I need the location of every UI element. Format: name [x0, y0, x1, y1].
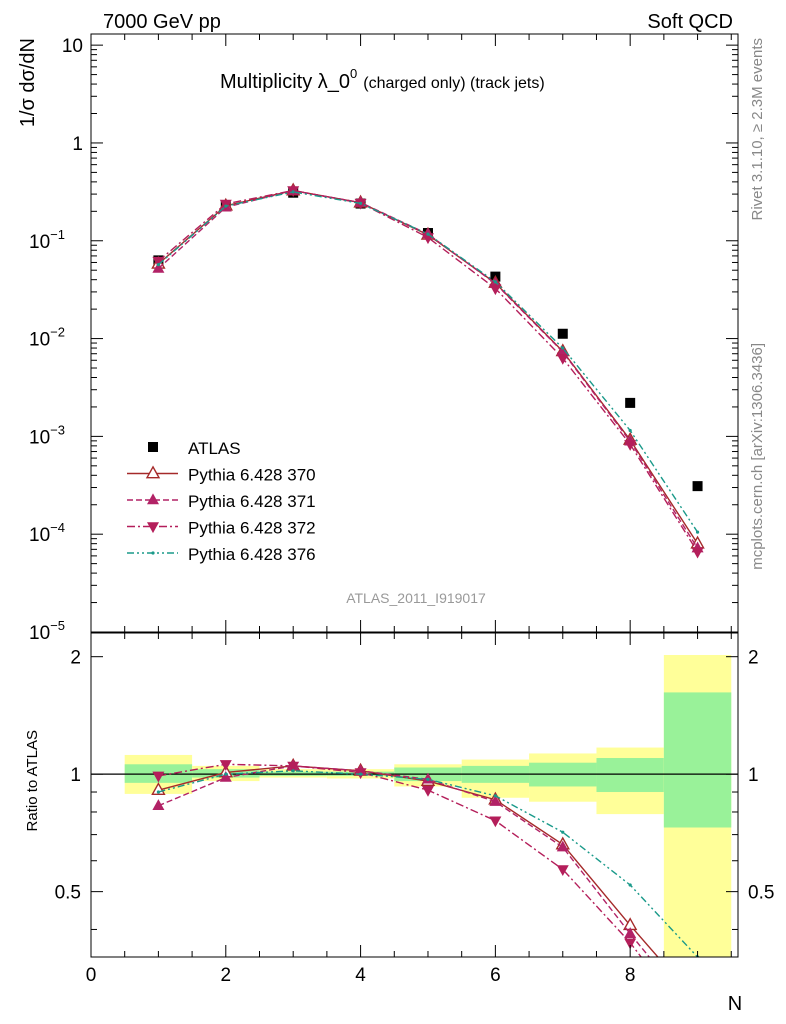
data-point: [692, 481, 703, 492]
ratio-point: [561, 830, 565, 834]
y-tick-label-main: 10−1: [29, 227, 65, 253]
series-line: [157, 189, 699, 553]
title-main: Multiplicity λ_0: [220, 71, 350, 93]
ratio-series-pythia-6-428-376: [156, 769, 700, 957]
y-axis-label-ratio: Ratio to ATLAS: [24, 730, 41, 831]
ratio-plot: 0.5 0.5 1 1 2 2 0 2 4 6 8: [55, 632, 774, 986]
x-tick-label: 0: [86, 965, 97, 986]
uncertainty-band-inner: [596, 758, 664, 793]
data-point: [152, 256, 165, 268]
data-point: [426, 232, 430, 236]
x-tick-label: 2: [221, 965, 232, 986]
y-axis-label-main: 1/σ dσ/dN: [17, 38, 39, 127]
ratio-point: [152, 771, 165, 783]
data-point: [358, 201, 363, 205]
ratio-point: [152, 799, 165, 810]
ratio-point: [358, 772, 363, 776]
data-point: [556, 345, 569, 357]
data-point: [489, 284, 502, 296]
data-point: [224, 204, 228, 208]
legend-marker: [145, 465, 161, 479]
data-point: [493, 280, 497, 284]
data-point: [695, 530, 700, 534]
main-plot: 10 1 10−1 10−2 10−3 10−4 10−5: [29, 33, 739, 644]
x-tick-label: 8: [625, 965, 636, 986]
legend-marker: [147, 522, 159, 534]
side-label-mcplots: mcplots.cern.ch [arXiv:1306.3436]: [749, 343, 766, 570]
title-sup: 0: [350, 66, 357, 81]
ratio-point: [219, 770, 232, 782]
legend-label: Pythia 6.428 372: [188, 519, 316, 538]
ratio-point: [624, 938, 637, 950]
y-tick-label-main: 10−4: [29, 520, 65, 546]
uncertainty-band-inner: [663, 692, 732, 828]
ratio-line: [158, 770, 699, 957]
ratio-point: [156, 790, 160, 794]
legend-marker: [147, 493, 159, 505]
data-point: [156, 263, 160, 267]
legend-label: Pythia 6.428 376: [188, 545, 316, 564]
data-point: [561, 346, 565, 350]
ratio-point: [556, 865, 569, 877]
ratio-line: [158, 765, 651, 957]
legend-label: Pythia 6.428 371: [188, 492, 316, 511]
ratio-point: [493, 794, 497, 798]
y-tick-label-main: 1: [72, 134, 83, 155]
ratio-frame: [90, 632, 739, 958]
legend-label: ATLAS: [188, 439, 241, 458]
plot-title: Multiplicity λ_00 (charged only) (track j…: [220, 66, 545, 93]
analysis-watermark: ATLAS_2011_I919017: [346, 590, 486, 606]
main-frame: [90, 33, 739, 633]
legend-marker: [151, 551, 155, 555]
data-point: [625, 397, 636, 408]
y-tick-label-ratio: 2: [70, 648, 81, 669]
y-tick-label-main: 10−3: [29, 422, 65, 448]
data-point: [624, 440, 637, 451]
x-axis-label: N: [728, 993, 742, 1015]
category-label: Soft QCD: [647, 11, 733, 33]
y-tick-label-main: 10: [62, 36, 83, 57]
y-tick-label-main: 10−5: [29, 618, 65, 644]
ratio-point: [287, 761, 300, 773]
y-tick-label-main: 10−2: [29, 325, 65, 351]
ratio-point: [489, 816, 502, 828]
ratio-point: [224, 772, 228, 776]
y-tick-label-ratio-right: 2: [748, 648, 759, 669]
x-tick-label: 4: [355, 965, 366, 986]
energy-label: 7000 GeV pp: [103, 11, 221, 33]
ratio-point: [291, 769, 295, 773]
data-point: [556, 353, 569, 365]
ratio-point: [489, 795, 502, 806]
y-tick-label-ratio: 1: [70, 765, 81, 786]
ratio-series-pythia-6-428-372: [152, 760, 643, 957]
y-tick-label-ratio-right: 0.5: [748, 883, 774, 904]
data-point: [691, 547, 704, 559]
series-pythia-6-428-376: [156, 190, 700, 534]
ratio-point: [219, 760, 232, 771]
ratio-point: [556, 840, 569, 852]
legend: ATLAS Pythia 6.428 370 Pythia 6.428 371 Pyt…: [127, 439, 316, 564]
legend-label: Pythia 6.428 370: [188, 466, 316, 485]
legend-marker: [148, 442, 158, 452]
ratio-point: [624, 927, 637, 938]
ratio-point: [426, 777, 430, 781]
title-tail: (charged only) (track jets): [363, 75, 544, 92]
data-point: [557, 328, 568, 339]
x-tick-label: 6: [490, 965, 501, 986]
y-tick-label-ratio-right: 1: [748, 765, 759, 786]
ratio-point: [628, 883, 632, 887]
side-label-rivet: Rivet 3.1.10, ≥ 2.3M events: [749, 38, 766, 221]
data-point: [628, 428, 632, 433]
data-point: [291, 190, 295, 194]
ratio-point: [421, 785, 434, 797]
y-tick-label-ratio: 0.5: [55, 883, 81, 904]
